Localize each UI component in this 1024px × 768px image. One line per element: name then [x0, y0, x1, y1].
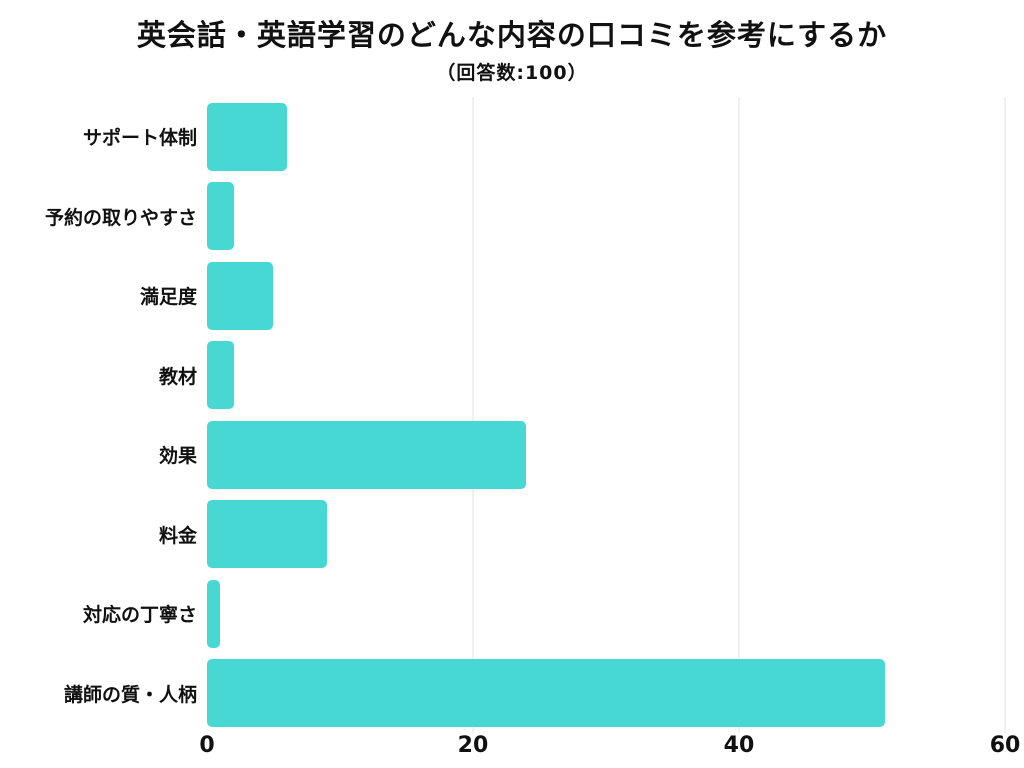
bar-area	[207, 495, 1005, 575]
bar-area	[207, 654, 1005, 734]
chart-row: 講師の質・人柄	[0, 654, 1005, 734]
bar-5	[207, 500, 327, 569]
gridlines	[207, 97, 1006, 733]
bar-rows: サポート体制予約の取りやすさ満足度教材効果料金対応の丁寧さ講師の質・人柄	[0, 97, 1005, 733]
gridline-60	[1004, 97, 1006, 733]
horizontal-bar-chart: サポート体制予約の取りやすさ満足度教材効果料金対応の丁寧さ講師の質・人柄	[0, 97, 1006, 733]
category-label: 料金	[158, 524, 197, 547]
bar-area	[207, 256, 1005, 336]
x-tick-label: 0	[199, 733, 215, 758]
gridline-40	[738, 97, 740, 733]
chart-row: 対応の丁寧さ	[0, 574, 1005, 654]
category-label: 予約の取りやすさ	[44, 206, 197, 229]
x-tick-label: 40	[723, 733, 755, 758]
chart-row: 料金	[0, 495, 1005, 575]
bar-area	[207, 177, 1005, 257]
chart-row: 効果	[0, 415, 1005, 495]
category-label: 効果	[158, 445, 197, 468]
bar-area	[207, 97, 1005, 177]
chart-subtitle: （回答数:100）	[436, 62, 588, 84]
chart-row: 予約の取りやすさ	[0, 177, 1005, 257]
category-label: サポート体制	[82, 127, 197, 150]
bar-3	[207, 341, 234, 410]
chart-title: 英会話・英語学習のどんな内容の口コミを参考にするか	[136, 18, 888, 52]
chart-row: 教材	[0, 336, 1005, 416]
bar-6	[207, 579, 221, 648]
x-tick-label: 20	[457, 733, 489, 758]
bar-0	[207, 102, 287, 171]
x-tick-label: 60	[989, 733, 1021, 758]
category-label: 教材	[158, 365, 197, 388]
bar-4	[207, 420, 527, 489]
category-label: 対応の丁寧さ	[82, 604, 197, 627]
bar-2	[207, 261, 274, 330]
bar-area	[207, 574, 1005, 654]
chart-row: 満足度	[0, 256, 1005, 336]
gridline-20	[472, 97, 474, 733]
category-label: 満足度	[139, 286, 197, 309]
bar-7	[207, 659, 886, 728]
bar-area	[207, 415, 1005, 495]
x-axis: 0 20 40 60	[199, 733, 1020, 765]
bar-1	[207, 182, 234, 251]
category-label: 講師の質・人柄	[63, 683, 197, 706]
bar-area	[207, 336, 1005, 416]
chart-row: サポート体制	[0, 97, 1005, 177]
